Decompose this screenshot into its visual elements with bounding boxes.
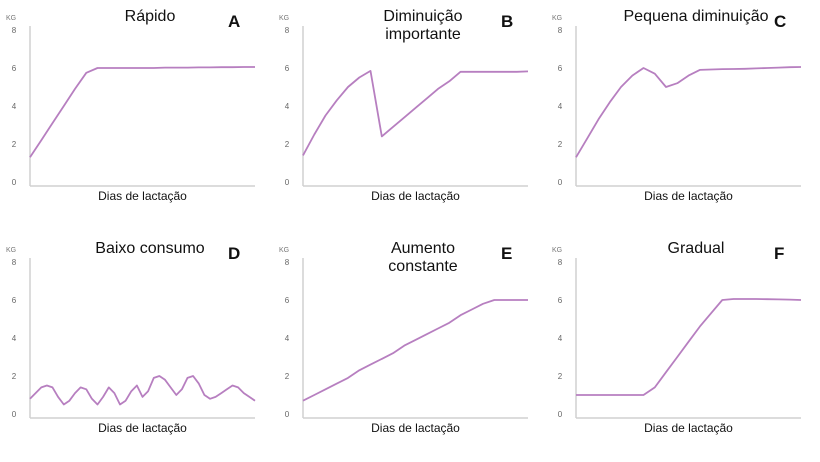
chart: KG 0 2 4 6 8 Dias de lactação [6, 15, 255, 203]
title-line: Gradual [667, 240, 725, 257]
title-line: Pequena diminuição [623, 8, 769, 25]
title-line: Aumento [390, 240, 456, 257]
y-tick-label: 0 [558, 410, 563, 419]
y-tick-label: 4 [12, 102, 17, 111]
line [576, 298, 802, 396]
panel-letter: B [501, 12, 514, 31]
y-tick-label: 8 [285, 26, 290, 35]
panel-letter: A [228, 12, 241, 31]
y-tick-label: 6 [12, 296, 17, 305]
title-line: Rápido [124, 8, 176, 25]
chart-panel: KG 0 2 4 6 8 Dias de lactação Aumento constante E [273, 232, 546, 462]
line [302, 299, 528, 402]
y-axis-label: KG [552, 247, 562, 254]
chart: KG 0 2 4 6 8 Dias de lactação [552, 15, 802, 203]
y-tick-label: 8 [12, 258, 17, 267]
chart-panel: KG 0 2 4 6 8 Dias de lactação Diminuição importa… [273, 0, 546, 230]
panel-letter: C [774, 12, 787, 31]
panel-letter: F [774, 244, 785, 263]
chart-panel: KG 0 2 4 6 8 Dias de lactação Pequena diminuiçã… [546, 0, 819, 230]
y-tick-label: 4 [285, 334, 290, 343]
y-tick-label: 2 [12, 140, 17, 149]
line [29, 66, 255, 158]
y-tick-label: 8 [285, 258, 290, 267]
panel-letter: E [501, 244, 513, 263]
chart-title: Baixo consumo [60, 240, 240, 258]
y-axis-label: KG [279, 15, 289, 22]
y-axis-label: KG [552, 15, 562, 22]
chart-title: Aumento constante [333, 240, 513, 276]
chart: KG 0 2 4 6 8 Dias de lactação [552, 247, 802, 435]
line [29, 375, 256, 406]
chart-panel: KG 0 2 4 6 8 Dias de lactação Gradual F [546, 232, 819, 462]
y-tick-label: 0 [558, 178, 563, 187]
title-line: importante [385, 26, 461, 43]
y-tick-label: 6 [558, 296, 563, 305]
chart-panel: KG 0 2 4 6 8 Dias de lactação Baixo consumo D [0, 232, 273, 462]
line [302, 70, 529, 156]
chart: KG 0 2 4 6 8 Dias de lactação [279, 247, 528, 435]
y-axis-label: KG [279, 247, 289, 254]
chart: KG 0 2 4 6 8 Dias de lactação [6, 247, 256, 435]
y-tick-label: 4 [12, 334, 17, 343]
x-axis-label: Dias de lactação [98, 189, 187, 203]
x-axis-label: Dias de lactação [371, 189, 460, 203]
y-tick-label: 6 [12, 64, 17, 73]
x-axis-label: Dias de lactação [371, 421, 460, 435]
y-tick-label: 4 [558, 334, 563, 343]
y-tick-label: 2 [285, 140, 290, 149]
y-tick-label: 0 [285, 410, 290, 419]
y-tick-label: 0 [285, 178, 290, 187]
y-tick-label: 2 [285, 372, 290, 381]
panel-letter: D [228, 244, 241, 263]
line [575, 66, 802, 158]
title-line: constante [388, 258, 458, 275]
title-line: Baixo consumo [95, 240, 205, 257]
y-tick-label: 4 [285, 102, 290, 111]
y-axis-label: KG [6, 247, 16, 254]
y-tick-label: 2 [558, 372, 563, 381]
chart-title: Pequena diminuição [606, 8, 786, 26]
x-axis-label: Dias de lactação [644, 189, 733, 203]
chart-title: Rápido [60, 8, 240, 26]
y-tick-label: 4 [558, 102, 563, 111]
y-tick-label: 6 [285, 64, 290, 73]
y-tick-label: 0 [12, 410, 17, 419]
title-line: Diminuição [383, 8, 463, 25]
x-axis-label: Dias de lactação [98, 421, 187, 435]
chart-title: Diminuição importante [333, 8, 513, 44]
y-tick-label: 8 [558, 258, 563, 267]
chart: KG 0 2 4 6 8 Dias de lactação [279, 15, 529, 203]
y-tick-label: 2 [558, 140, 563, 149]
y-tick-label: 6 [558, 64, 563, 73]
chart-panel: KG 0 2 4 6 8 Dias de lactação Rápido A [0, 0, 273, 230]
y-tick-label: 8 [12, 26, 17, 35]
y-tick-label: 2 [12, 372, 17, 381]
x-axis-label: Dias de lactação [644, 421, 733, 435]
y-tick-label: 6 [285, 296, 290, 305]
y-tick-label: 8 [558, 26, 563, 35]
chart-title: Gradual [606, 240, 786, 258]
y-tick-label: 0 [12, 178, 17, 187]
y-axis-label: KG [6, 15, 16, 22]
